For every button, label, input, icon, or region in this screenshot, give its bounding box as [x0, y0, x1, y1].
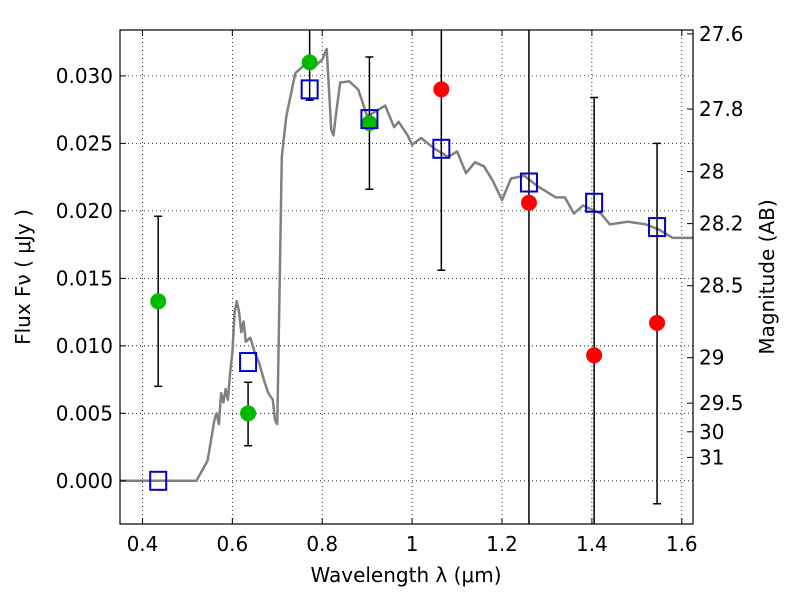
y-tick-label: 0.000	[56, 469, 113, 493]
right-tick-label: 29	[699, 346, 724, 370]
right-tick-label: 28.2	[699, 212, 744, 236]
y-tick-label: 0.025	[56, 131, 113, 155]
y-tick-label: 0.010	[56, 334, 113, 358]
right-tick-label: 30	[699, 420, 724, 444]
x-tick-label: 0.4	[127, 532, 159, 556]
y-axis-title-right: Magnitude (AB)	[755, 199, 779, 354]
y-tick-label: 0.005	[56, 401, 113, 425]
y-axis-title: Flux Fν ( μJy )	[11, 209, 35, 345]
x-axis-title: Wavelength λ (μm)	[310, 563, 501, 587]
x-tick-label: 1.6	[666, 532, 698, 556]
red-data-point	[586, 347, 603, 364]
model-photometry-square	[300, 79, 319, 100]
right-tick-label: 29.5	[699, 391, 744, 415]
y-tick-label: 0.020	[56, 199, 113, 223]
green-data-point	[150, 293, 167, 310]
x-tick-label: 0.8	[306, 532, 338, 556]
red-data-point	[433, 81, 450, 98]
model-photometry-square	[239, 352, 258, 373]
x-tick-label: 1.2	[486, 532, 518, 556]
y-tick-label: 0.030	[56, 64, 113, 88]
model-photometry-square	[585, 192, 604, 213]
model-photometry-square	[149, 470, 168, 491]
y-tick-label: 0.015	[56, 266, 113, 290]
axis-ticks: 0.4 0.6 0.8 1 1.2 1.4 1.6 0.000 0.005 0.010 0.015 0…	[56, 22, 744, 556]
model-photometry-square	[432, 138, 451, 159]
right-tick-label: 28.5	[699, 274, 744, 298]
right-tick-label: 28	[699, 160, 724, 184]
x-tick-label: 0.6	[216, 532, 248, 556]
right-tick-label: 27.8	[699, 97, 744, 121]
red-data-point	[649, 314, 666, 331]
green-data-point	[240, 405, 257, 422]
right-tick-label: 31	[699, 445, 724, 469]
model-photometry-square	[519, 172, 538, 193]
model-spectrum-line	[120, 47, 693, 483]
model-photometry-square	[648, 217, 667, 238]
red-data-point	[520, 194, 537, 211]
plot-area	[120, 30, 693, 524]
x-tick-label: 1.4	[576, 532, 608, 556]
green-data-point	[301, 54, 318, 71]
x-tick-label: 1	[406, 532, 419, 556]
right-tick-label: 27.6	[699, 22, 744, 46]
plot-frame	[119, 29, 694, 525]
model-photometry-square	[360, 109, 379, 130]
